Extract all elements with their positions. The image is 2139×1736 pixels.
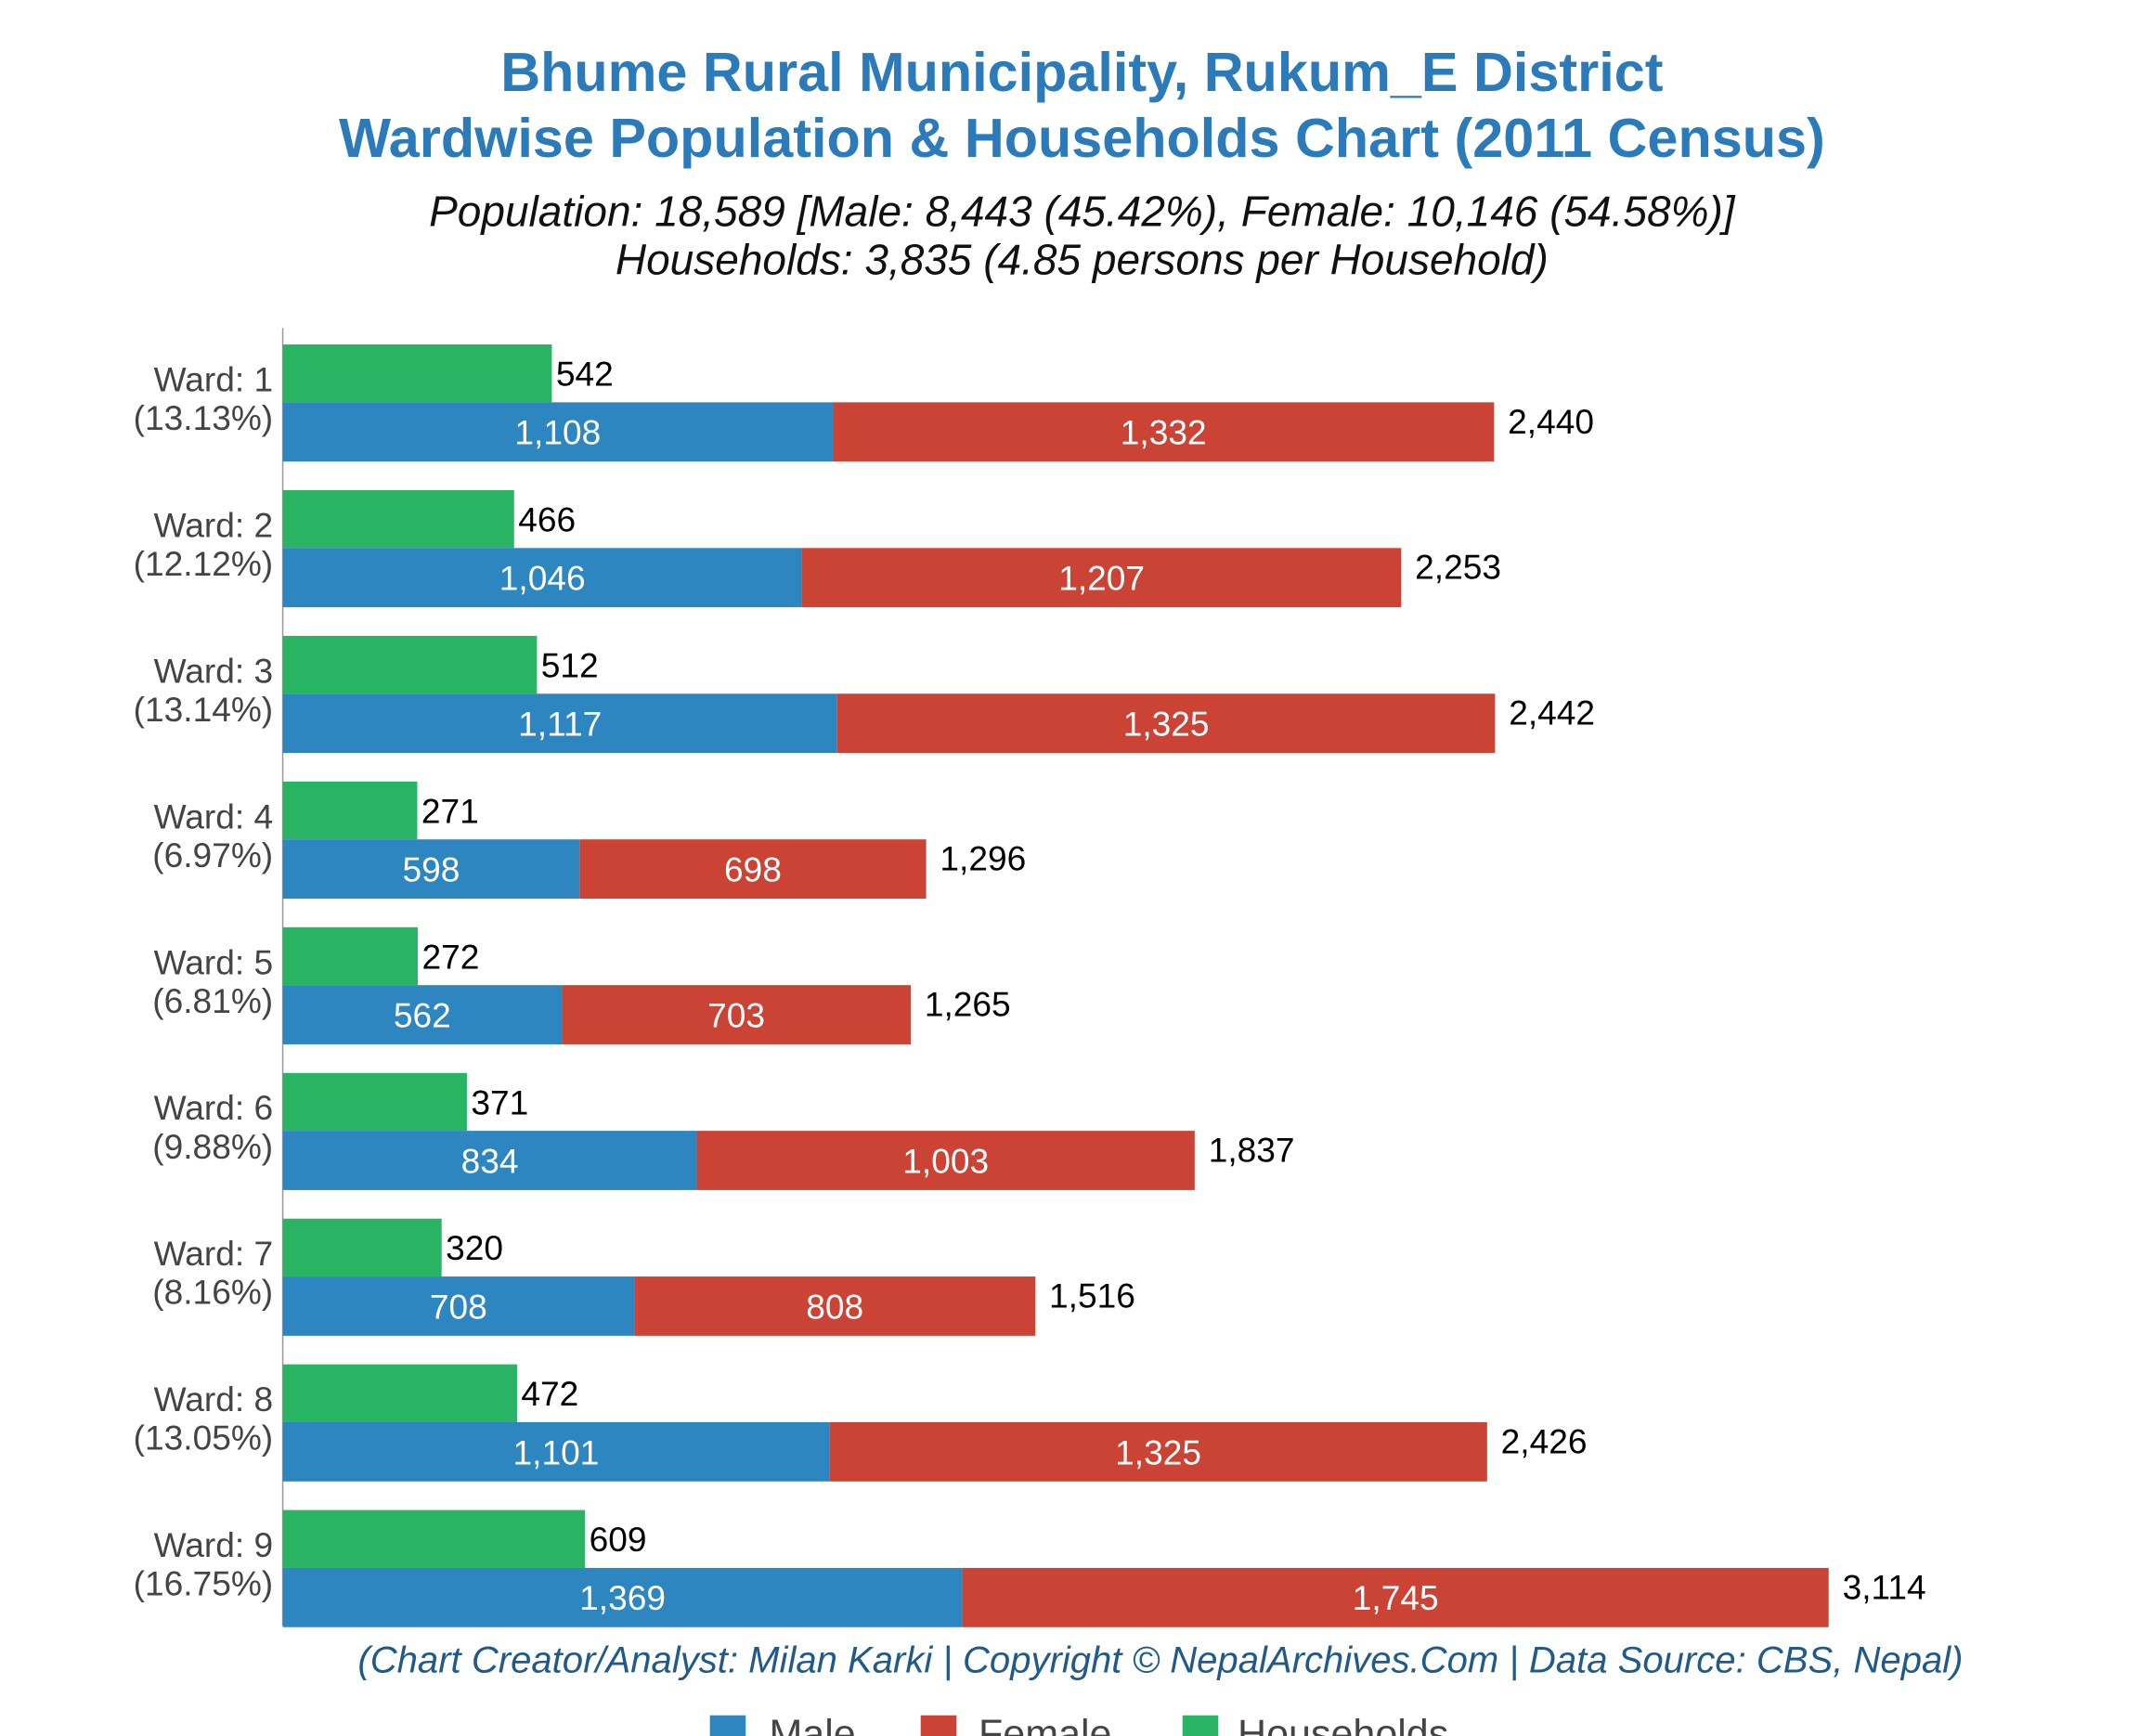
category-label: Ward: 4	[154, 797, 274, 836]
population-bar	[829, 1421, 1487, 1482]
category-share: (13.13%)	[134, 398, 274, 437]
households-bar	[282, 1072, 467, 1132]
segment-label: 1,745	[1353, 1578, 1439, 1617]
population-bar	[282, 548, 802, 608]
households-bar	[282, 489, 514, 549]
category-share: (12.12%)	[134, 544, 274, 583]
legend-label: Households	[1238, 1712, 1448, 1736]
total-label: 2,253	[1415, 548, 1501, 587]
households-label: 320	[446, 1228, 503, 1267]
segment-label: 1,325	[1115, 1432, 1201, 1471]
legend-swatch	[1182, 1715, 1219, 1736]
population-bar	[833, 402, 1495, 462]
category-label: Ward: 9	[154, 1525, 274, 1564]
category-label: Ward: 6	[154, 1088, 274, 1127]
legend-swatch	[920, 1715, 957, 1736]
population-bar	[282, 1276, 635, 1336]
segment-label: 698	[724, 849, 782, 888]
source-note: (Chart Creator/Analyst: Milan Karki | Co…	[357, 1640, 1963, 1681]
population-bar	[282, 985, 563, 1044]
segment-label: 562	[394, 995, 451, 1034]
category-share: (8.16%)	[152, 1273, 273, 1312]
category-label: Ward: 2	[154, 505, 274, 544]
population-bar	[696, 1131, 1195, 1190]
segment-label: 1,101	[513, 1432, 600, 1471]
population-bar	[634, 1276, 1036, 1336]
population-bar	[282, 1421, 830, 1482]
population-bar	[562, 985, 912, 1044]
chart-subtitle: Households: 3,835 (4.85 persons per Hous…	[616, 235, 1549, 283]
category-label: Ward: 3	[154, 651, 274, 690]
segment-label: 1,003	[902, 1141, 989, 1180]
segment-label: 708	[430, 1287, 487, 1326]
chart-title: Bhume Rural Municipality, Rukum_E Distri…	[500, 41, 1663, 103]
category-share: (16.75%)	[134, 1564, 274, 1603]
households-label: 466	[518, 500, 576, 539]
category-label: Ward: 5	[154, 942, 274, 981]
households-bar	[282, 1218, 442, 1277]
segment-label: 1,046	[499, 559, 586, 598]
population-bar	[282, 1131, 697, 1190]
segment-label: 1,332	[1121, 413, 1207, 452]
total-label: 1,516	[1049, 1276, 1135, 1315]
households-bar	[282, 1364, 517, 1422]
legend-label: Male	[769, 1712, 855, 1736]
households-label: 371	[471, 1082, 528, 1121]
population-bar	[282, 839, 580, 900]
population-bar	[962, 1567, 1829, 1627]
population-bar	[801, 548, 1402, 608]
households-bar	[282, 635, 538, 694]
total-label: 1,296	[940, 839, 1026, 878]
category-share: (6.97%)	[152, 836, 273, 874]
population-bar	[836, 693, 1496, 754]
legend-swatch	[709, 1715, 746, 1736]
segment-label: 1,117	[518, 705, 602, 744]
households-bar	[282, 926, 419, 986]
segment-label: 834	[461, 1141, 519, 1180]
chart-subtitle: Population: 18,589 [Male: 8,443 (45.42%)…	[429, 187, 1736, 235]
households-label: 542	[556, 355, 614, 394]
category-share: (6.81%)	[152, 981, 273, 1020]
total-label: 2,426	[1501, 1421, 1588, 1460]
population-bar	[282, 1567, 963, 1627]
population-bar	[282, 693, 837, 754]
households-bar	[282, 781, 418, 840]
households-label: 472	[521, 1374, 578, 1413]
chart-title: Wardwise Population & Households Chart (…	[339, 107, 1825, 169]
total-label: 2,442	[1509, 693, 1595, 732]
segment-label: 598	[403, 849, 460, 888]
segment-label: 808	[806, 1287, 863, 1326]
legend-label: Female	[979, 1712, 1111, 1736]
segment-label: 703	[707, 995, 765, 1034]
households-label: 272	[421, 937, 479, 976]
category-share: (9.88%)	[152, 1127, 273, 1166]
segment-label: 1,207	[1058, 559, 1145, 598]
total-label: 1,265	[925, 985, 1011, 1024]
households-bar	[282, 1509, 586, 1568]
households-label: 609	[590, 1520, 647, 1559]
total-label: 2,440	[1508, 402, 1594, 441]
households-bar	[282, 344, 552, 403]
category-label: Ward: 7	[154, 1234, 274, 1273]
population-bar	[579, 839, 927, 900]
households-label: 271	[421, 791, 479, 830]
segment-label: 1,108	[514, 413, 601, 452]
segment-label: 1,325	[1123, 705, 1210, 744]
category-label: Ward: 8	[154, 1380, 274, 1419]
population-bar	[282, 402, 834, 462]
households-label: 512	[541, 645, 599, 684]
category-share: (13.14%)	[134, 690, 274, 729]
total-label: 1,837	[1209, 1130, 1295, 1169]
category-share: (13.05%)	[134, 1419, 274, 1457]
segment-label: 1,369	[579, 1578, 666, 1617]
category-label: Ward: 1	[154, 359, 274, 398]
total-label: 3,114	[1843, 1567, 1926, 1606]
